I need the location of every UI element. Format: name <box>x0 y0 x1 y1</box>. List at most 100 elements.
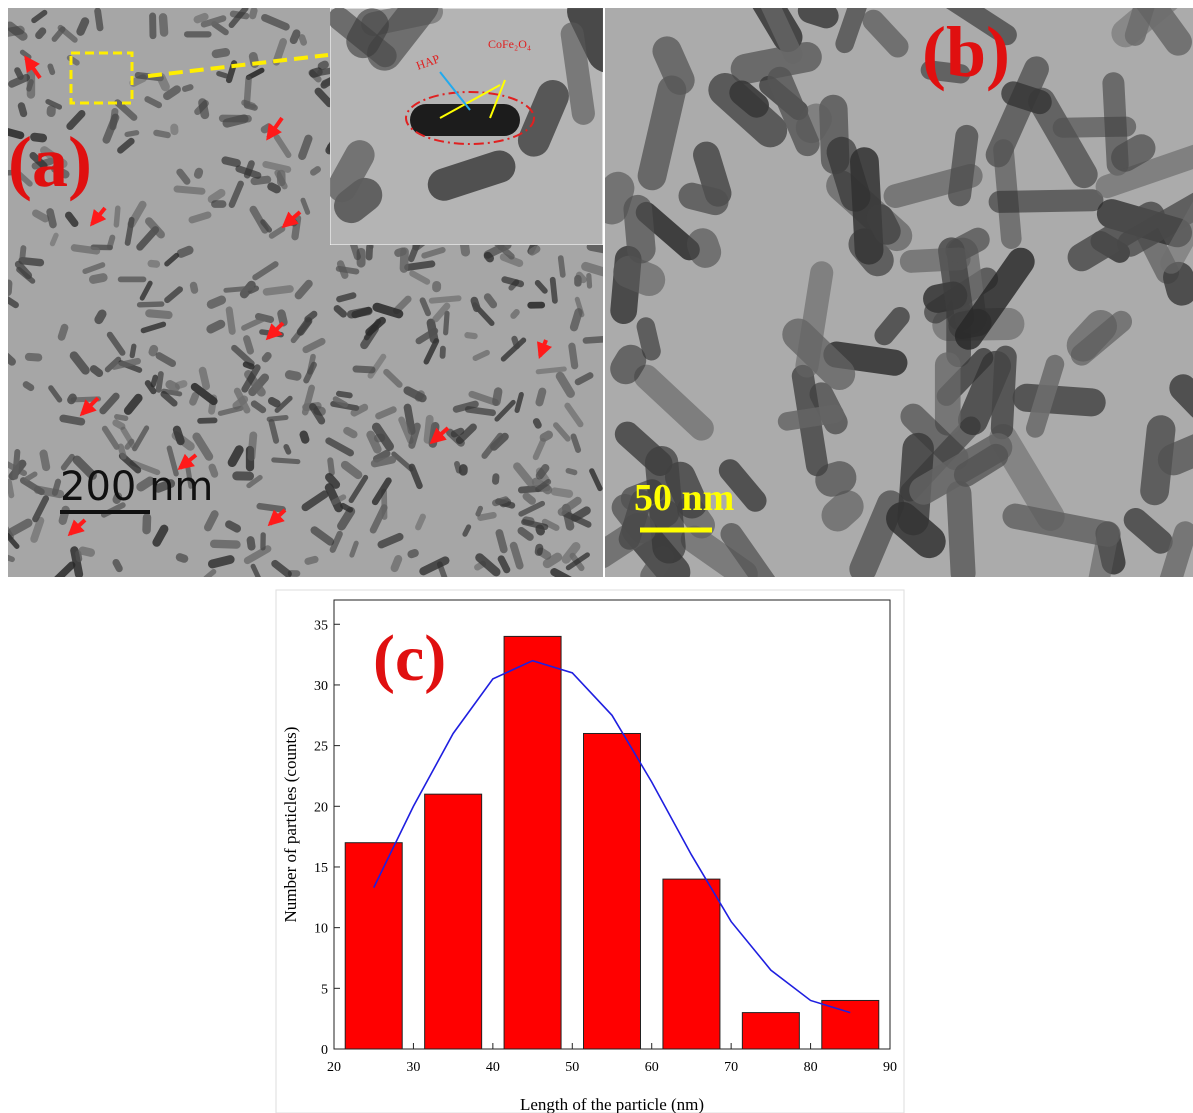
particle <box>415 513 426 531</box>
particle <box>346 8 389 59</box>
particle <box>1157 428 1193 476</box>
particle <box>156 72 170 92</box>
particle <box>47 63 56 76</box>
particle <box>528 245 541 256</box>
particle <box>49 232 59 247</box>
particle <box>70 244 101 255</box>
particle <box>500 337 527 362</box>
particle <box>225 306 236 335</box>
particle <box>340 460 363 480</box>
particle <box>1028 87 1098 189</box>
particle <box>557 496 582 516</box>
particle <box>175 553 189 563</box>
particle <box>33 485 65 499</box>
particle <box>550 568 573 577</box>
particle <box>53 561 76 577</box>
particle <box>928 8 1017 46</box>
arrow <box>89 206 107 227</box>
particle <box>636 317 661 361</box>
panel-label: (a) <box>8 122 92 202</box>
particle <box>227 445 244 468</box>
arrow <box>267 508 287 527</box>
particle <box>522 516 535 526</box>
particle <box>377 532 404 549</box>
particle <box>114 99 138 121</box>
arrow <box>24 55 42 80</box>
particle <box>164 252 180 267</box>
particle <box>1140 415 1176 506</box>
particle <box>686 228 722 268</box>
particle <box>535 479 552 493</box>
particle <box>193 167 204 179</box>
particle <box>1001 81 1052 115</box>
particles <box>330 8 603 224</box>
arrow <box>281 210 302 229</box>
highlight-ellipse <box>405 91 535 145</box>
particle <box>574 372 594 386</box>
particle <box>46 208 57 229</box>
particle <box>541 518 560 531</box>
particle <box>821 490 864 532</box>
particle <box>333 305 347 318</box>
particle <box>1169 374 1193 420</box>
particle <box>8 532 20 549</box>
pointer <box>439 71 471 111</box>
particle <box>565 552 590 571</box>
particle <box>408 422 421 449</box>
particle <box>398 416 414 445</box>
particle <box>193 12 209 24</box>
particle <box>268 419 280 444</box>
particle <box>158 13 169 37</box>
particle <box>565 468 578 476</box>
particle <box>250 400 267 414</box>
bar <box>741 1012 800 1050</box>
particle <box>197 417 218 424</box>
particle <box>555 371 575 398</box>
particle <box>1123 507 1173 554</box>
particle <box>535 366 567 375</box>
particle <box>78 546 96 557</box>
particle <box>59 414 86 426</box>
particle <box>365 243 374 261</box>
particle <box>145 309 173 320</box>
particle <box>172 425 185 446</box>
particle <box>513 462 535 487</box>
particle <box>155 352 177 368</box>
particle <box>557 255 566 278</box>
inset: HAP CoFe₂O₄ <box>330 8 603 245</box>
x-tick-label: 80 <box>804 1060 818 1075</box>
particle <box>153 129 171 139</box>
particle <box>495 529 508 554</box>
particle <box>12 448 21 480</box>
particle <box>481 432 504 459</box>
particle <box>990 345 1017 440</box>
particle <box>274 169 288 190</box>
particle <box>720 523 785 577</box>
particle <box>8 127 25 140</box>
particle <box>367 8 439 71</box>
particle <box>82 262 106 275</box>
particle <box>260 219 273 233</box>
particle <box>132 425 150 452</box>
bar <box>344 842 403 1050</box>
particle <box>494 399 516 422</box>
x-tick-label: 60 <box>645 1060 659 1075</box>
particle <box>26 68 36 99</box>
particle <box>298 34 308 46</box>
particle <box>17 102 28 118</box>
particle <box>408 463 423 490</box>
particle <box>900 403 969 471</box>
particle <box>271 457 301 465</box>
y-tick-label: 20 <box>314 800 328 815</box>
particle <box>150 374 158 388</box>
particle <box>317 60 329 71</box>
particle <box>166 445 179 477</box>
particle <box>94 309 107 325</box>
particle <box>136 476 155 492</box>
particle <box>176 245 194 258</box>
particle <box>432 302 451 323</box>
particle <box>866 204 901 245</box>
particle <box>299 430 310 444</box>
